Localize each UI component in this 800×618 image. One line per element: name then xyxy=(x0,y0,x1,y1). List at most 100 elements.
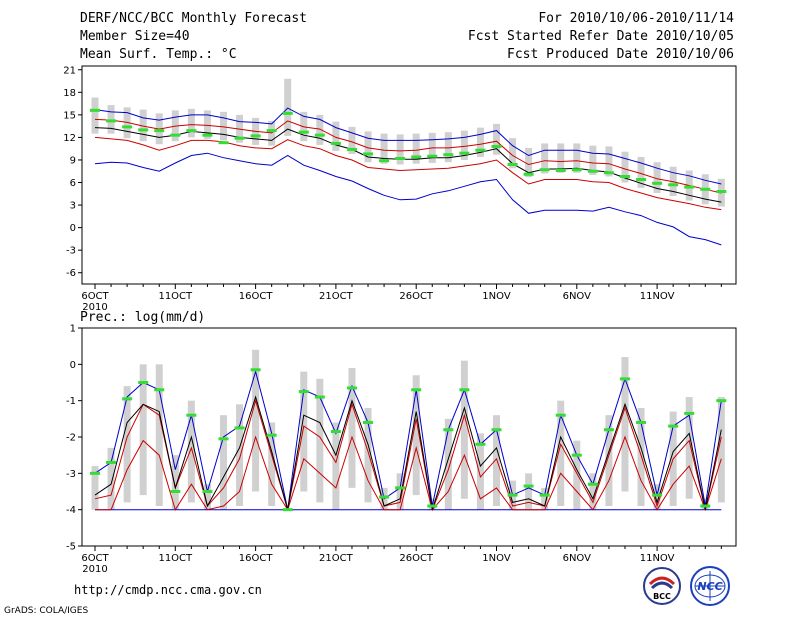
box-bar xyxy=(621,151,629,183)
ncc-logo: NCC xyxy=(690,566,730,606)
median-marker xyxy=(555,168,566,172)
y-tick-label: -3 xyxy=(66,469,76,480)
box-bar xyxy=(589,473,597,510)
box-bar xyxy=(637,407,645,507)
median-marker xyxy=(539,168,550,172)
median-marker xyxy=(668,183,679,187)
y-tick-label: 0 xyxy=(70,360,76,371)
box-bar xyxy=(557,143,565,173)
box-bar xyxy=(300,371,308,492)
median-marker xyxy=(587,482,598,486)
median-marker xyxy=(379,495,390,499)
box-bar xyxy=(236,404,244,507)
box-bar xyxy=(139,109,147,142)
x-tick-label: 6OCT xyxy=(81,291,109,302)
median-marker xyxy=(443,428,454,432)
median-marker xyxy=(170,133,181,137)
median-marker xyxy=(395,486,406,490)
y-tick-label: 15 xyxy=(63,110,76,121)
y-tick-label: 12 xyxy=(63,133,76,144)
box-bar xyxy=(123,386,131,503)
x-tick-label: 1NOV xyxy=(482,291,511,302)
median-marker xyxy=(266,129,277,133)
median-marker xyxy=(314,133,325,137)
median-marker xyxy=(523,484,534,488)
bcc-logo-text: BCC xyxy=(653,592,671,601)
box-bar xyxy=(316,378,324,503)
x-tick-label: 21OCT xyxy=(319,291,354,302)
box-bar xyxy=(573,440,581,510)
box-bar xyxy=(203,110,211,139)
box-bar xyxy=(444,132,452,163)
box-bar xyxy=(541,143,549,174)
median-marker xyxy=(234,136,245,140)
median-marker xyxy=(363,420,374,424)
median-marker xyxy=(587,169,598,173)
box-bar xyxy=(412,133,420,164)
source-url[interactable]: http://cmdp.ncc.cma.gov.cn xyxy=(74,583,262,597)
median-marker xyxy=(491,428,502,432)
logos: BCC NCC xyxy=(643,566,730,606)
median-marker xyxy=(346,386,357,390)
median-marker xyxy=(90,471,100,475)
box-bar xyxy=(348,367,356,488)
box-bar xyxy=(653,162,661,194)
box-bar xyxy=(364,407,372,503)
median-marker xyxy=(122,397,133,401)
variable-label: Mean Surf. Temp.: °C xyxy=(80,47,237,62)
median-marker xyxy=(427,504,438,508)
median-marker xyxy=(571,168,582,172)
median-marker xyxy=(395,156,406,160)
x-tick-label: 16OCT xyxy=(239,553,274,564)
median-marker xyxy=(684,411,695,415)
temperature-panel: 21 18 15 12 9 6 3 0 -3 -6 6OCT 11OCT 16OCT 21OCT 26OCT… xyxy=(63,65,737,313)
box-bar xyxy=(525,473,533,510)
forecast-period: For 2010/10/06-2010/11/14 xyxy=(538,11,734,26)
median-marker xyxy=(700,504,711,508)
y-tick-label: -3 xyxy=(66,246,76,257)
y-tick-label: 21 xyxy=(63,65,76,76)
x-tick-year-label: 2010 xyxy=(82,564,107,575)
median-marker xyxy=(298,390,309,394)
y-tick-label: -4 xyxy=(66,505,76,516)
box-bar xyxy=(653,484,661,510)
box-bar xyxy=(509,138,517,169)
box-bar xyxy=(476,433,484,510)
median-marker xyxy=(459,388,470,392)
median-marker xyxy=(379,159,390,163)
median-marker xyxy=(636,420,647,424)
box-bar xyxy=(589,145,597,175)
box-bar xyxy=(219,415,227,510)
median-marker xyxy=(555,413,566,417)
box-bar xyxy=(541,487,549,510)
grads-credit: GrADS: COLA/IGES xyxy=(4,606,89,616)
box-bar xyxy=(139,364,147,496)
median-marker xyxy=(475,148,486,152)
box-bar xyxy=(252,349,260,492)
y-tick-label: 1 xyxy=(70,324,76,335)
median-marker xyxy=(90,108,100,112)
median-marker xyxy=(427,154,438,158)
y-tick-label: -2 xyxy=(66,433,76,444)
median-marker xyxy=(668,424,679,428)
median-marker xyxy=(700,187,711,191)
median-marker xyxy=(154,129,165,133)
median-marker xyxy=(475,442,486,446)
median-marker xyxy=(363,152,374,156)
median-marker xyxy=(652,493,663,497)
median-marker xyxy=(202,490,213,493)
median-marker xyxy=(298,130,309,134)
chart-title: DERF/NCC/BCC Monthly Forecast xyxy=(80,11,307,26)
y-tick-label: 9 xyxy=(70,155,76,166)
box-bar xyxy=(187,400,195,503)
precip-panel-title: Prec.: log(mm/d) xyxy=(80,310,206,325)
median-marker xyxy=(218,437,229,441)
x-tick-label: 6NOV xyxy=(563,553,592,564)
median-marker xyxy=(603,428,614,432)
box-bar xyxy=(605,415,613,507)
median-marker xyxy=(282,508,293,512)
median-marker xyxy=(234,426,245,430)
median-marker xyxy=(411,155,422,159)
median-marker xyxy=(122,125,133,129)
